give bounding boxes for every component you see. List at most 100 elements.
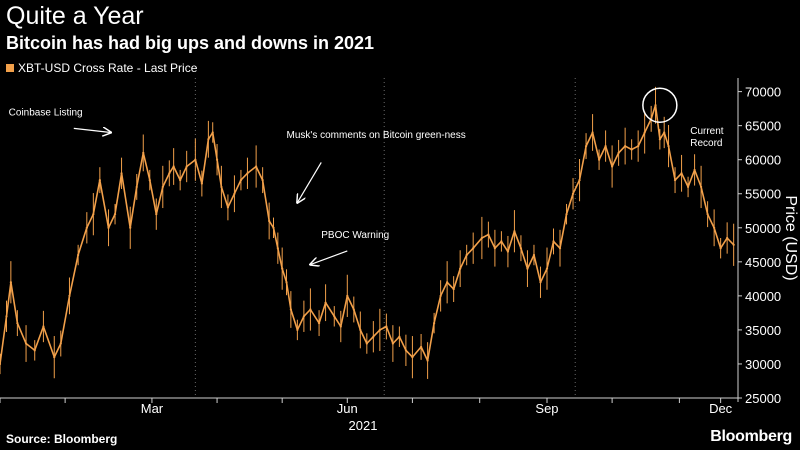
price-point (637, 144, 640, 148)
annotation-label: Current Record (690, 126, 724, 149)
annotation-label: Musk's comments on Bitcoin green-ness (287, 130, 466, 141)
price-point (411, 356, 414, 359)
y-tick-label: 50000 (745, 221, 781, 236)
price-point (179, 179, 182, 182)
price-point (426, 359, 429, 362)
price-point (53, 356, 56, 359)
price-point (276, 247, 279, 250)
price-point (604, 144, 607, 148)
price-point (398, 335, 401, 338)
price-point (194, 158, 197, 161)
price-point (663, 131, 666, 134)
price-point (713, 226, 716, 229)
price-point (571, 192, 575, 195)
price-point (630, 148, 633, 151)
price-point (539, 281, 542, 284)
price-point (519, 247, 523, 250)
y-tick-label: 55000 (745, 187, 781, 202)
price-point (155, 213, 158, 216)
price-point (261, 179, 264, 182)
price-point (693, 168, 696, 172)
y-tick-label: 65000 (745, 119, 781, 134)
y-tick-label: 25000 (745, 391, 781, 406)
price-point (493, 247, 496, 250)
record-circle-marker (642, 87, 678, 123)
y-tick-label: 40000 (745, 289, 781, 304)
price-point (339, 325, 342, 328)
price-point (42, 325, 45, 328)
chart-legend: XBT-USD Cross Rate - Last Price (6, 61, 197, 75)
price-point (480, 236, 483, 240)
price-point (92, 213, 95, 216)
price-point (578, 179, 581, 182)
price-point (472, 247, 475, 250)
source-note: Source: Bloomberg (6, 432, 118, 446)
price-point (611, 165, 614, 168)
price-point (591, 131, 594, 134)
price-point (59, 342, 62, 345)
price-point (372, 335, 375, 338)
price-point (500, 240, 503, 243)
price-point (465, 253, 468, 257)
price-point (446, 281, 449, 284)
price-point (658, 138, 661, 141)
price-point (654, 104, 657, 107)
annotation-label: PBOC Warning (321, 230, 389, 241)
price-point (680, 172, 683, 175)
price-point (168, 172, 171, 175)
price-point (433, 322, 436, 325)
price-point (419, 345, 423, 349)
price-point (296, 328, 299, 332)
price-point (667, 144, 670, 148)
price-point (113, 213, 117, 216)
price-point (226, 206, 230, 209)
price-point (0, 362, 2, 366)
price-point (526, 267, 529, 270)
price-point (726, 236, 729, 240)
price-point (207, 138, 210, 141)
price-point (68, 294, 71, 297)
price-point (673, 179, 677, 182)
price-point (706, 213, 709, 216)
price-point (215, 158, 219, 161)
x-tick-label: Dec (709, 401, 733, 416)
legend-swatch (6, 64, 14, 72)
price-point (161, 185, 164, 189)
price-point (643, 131, 646, 134)
price-point (333, 315, 336, 318)
x-axis-title: 2021 (349, 418, 378, 433)
price-point (200, 182, 203, 185)
price-point (148, 179, 151, 182)
price-point (24, 342, 28, 345)
price-point (391, 342, 394, 345)
price-point (77, 253, 80, 257)
price-point (378, 328, 381, 332)
y-tick-label: 35000 (745, 323, 781, 338)
price-point (172, 165, 175, 168)
price-point (281, 267, 284, 270)
price-point (732, 243, 735, 246)
price-point (459, 267, 462, 270)
price-point (719, 247, 722, 250)
y-axis-title: Price (USD) (782, 195, 799, 280)
price-point (385, 325, 388, 328)
price-point (545, 267, 549, 270)
x-tick-label: Jun (337, 401, 358, 416)
price-point (452, 287, 455, 291)
price-point (185, 165, 188, 168)
price-point (5, 315, 8, 318)
price-point (558, 247, 562, 250)
price-point (365, 342, 368, 345)
price-point (135, 185, 138, 189)
bloomberg-logo: Bloomberg (710, 428, 792, 445)
annotation-arrow (310, 250, 348, 265)
price-point (617, 151, 620, 154)
price-point (85, 226, 88, 229)
price-point (98, 179, 101, 182)
price-point (246, 172, 249, 175)
price-point (309, 308, 312, 311)
price-point (272, 226, 275, 229)
y-tick-label: 30000 (745, 357, 781, 372)
y-tick-label: 70000 (745, 85, 781, 100)
annotation-label: Coinbase Listing (9, 107, 83, 118)
